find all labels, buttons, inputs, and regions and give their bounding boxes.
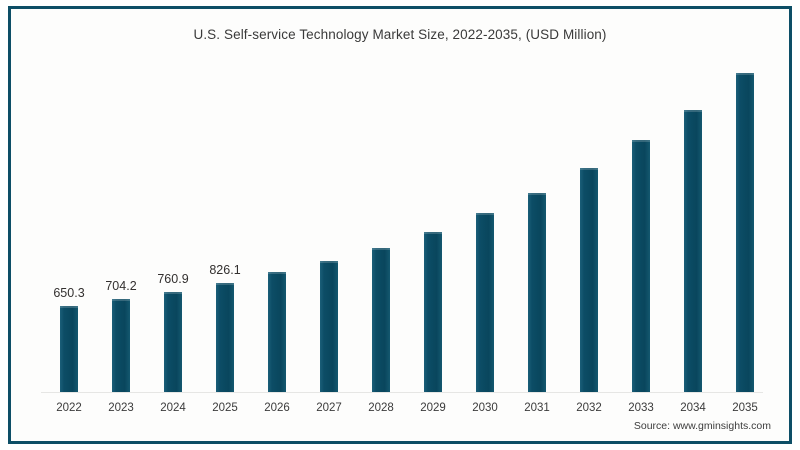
bar-2027[interactable] [320, 261, 338, 392]
bar-2026[interactable] [268, 271, 286, 392]
bar-2032[interactable] [580, 167, 598, 392]
x-tick-label-2023: 2023 [108, 402, 134, 414]
bar-2035[interactable] [736, 73, 754, 392]
x-tick-label-2026: 2026 [264, 402, 290, 414]
x-tick-label-2029: 2029 [420, 402, 446, 414]
plot-area: 650.3 2022 704.2 2023 760.9 2024 826.1 2025 2026… [11, 9, 789, 441]
bar-2022[interactable] [60, 306, 78, 392]
chart-title: U.S. Self-service Technology Market Size… [193, 27, 607, 42]
source-note: Source: www.gminsights.com [633, 420, 771, 432]
x-tick-label-2022: 2022 [56, 402, 82, 414]
bar-value-label-2022: 650.3 [53, 286, 85, 301]
bar-2025[interactable] [216, 283, 234, 392]
x-tick-label-2031: 2031 [524, 402, 550, 414]
x-tick-label-2025: 2025 [212, 402, 238, 414]
bar-2024[interactable] [164, 291, 182, 392]
x-tick-label-2035: 2035 [732, 402, 758, 414]
x-tick-label-2034: 2034 [680, 402, 706, 414]
x-tick-label-2032: 2032 [576, 402, 602, 414]
x-axis-line [41, 392, 763, 393]
bar-2034[interactable] [684, 109, 702, 392]
bar-2029[interactable] [424, 231, 442, 392]
x-tick-label-2027: 2027 [316, 402, 342, 414]
x-tick-label-2024: 2024 [160, 402, 186, 414]
x-tick-label-2033: 2033 [628, 402, 654, 414]
bar-value-label-2023: 704.2 [105, 279, 137, 294]
chart-card: U.S. Self-service Technology Market Size… [8, 6, 792, 444]
bar-2030[interactable] [476, 213, 494, 392]
bar-2028[interactable] [372, 248, 390, 392]
x-tick-label-2030: 2030 [472, 402, 498, 414]
bar-2023[interactable] [112, 299, 130, 392]
bar-2033[interactable] [632, 139, 650, 392]
x-tick-label-2028: 2028 [368, 402, 394, 414]
bar-2031[interactable] [528, 192, 546, 392]
bar-value-label-2025: 826.1 [209, 263, 241, 278]
bar-value-label-2024: 760.9 [157, 271, 189, 286]
